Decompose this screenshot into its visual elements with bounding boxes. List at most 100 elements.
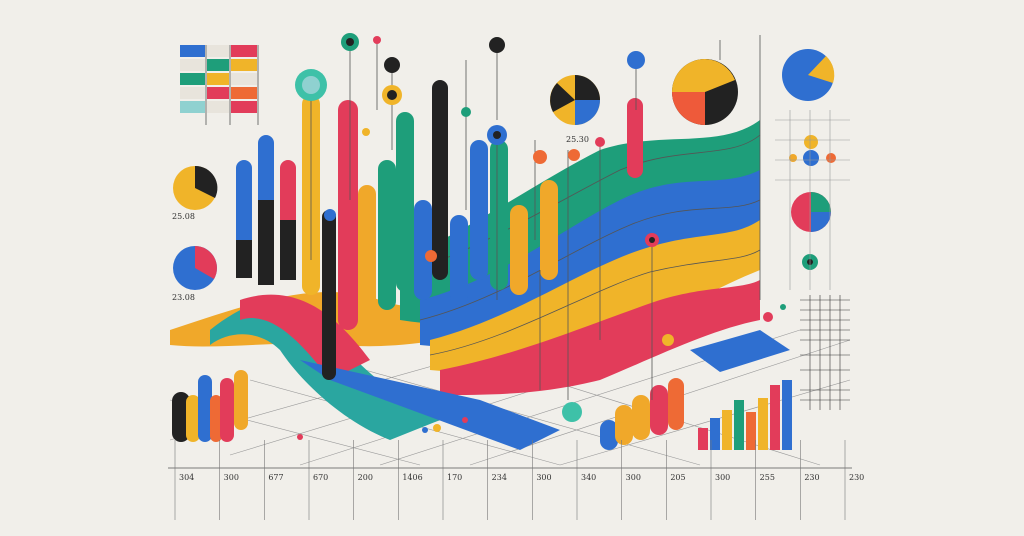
shape-rect [207, 59, 229, 71]
marker-circle [803, 150, 819, 166]
marker-circle [568, 149, 580, 161]
shape-path [240, 294, 370, 380]
shape-rect [627, 98, 643, 178]
shape-rect [358, 185, 376, 335]
shape-rect [414, 200, 432, 300]
shape-rect [782, 380, 792, 450]
axis-label: 340 [581, 473, 596, 482]
shape-rect [180, 73, 205, 85]
shape-rect [710, 418, 720, 450]
shape-path [430, 220, 760, 372]
axis-label: 170 [447, 473, 462, 482]
shape-path [550, 83, 575, 112]
shape-rect [758, 398, 768, 450]
shape-rect [180, 101, 205, 113]
marker-circle [826, 153, 836, 163]
shape-path [672, 59, 705, 92]
marker-circle [373, 36, 381, 44]
shape-rect [258, 200, 274, 285]
axis-label: 230 [849, 473, 864, 482]
shape-path [205, 45, 259, 125]
shape-rect [600, 420, 618, 450]
shape-path [575, 100, 600, 125]
group [698, 380, 792, 450]
marker-circle [533, 150, 547, 164]
shape-path [300, 360, 560, 450]
shape-rect [231, 45, 257, 57]
axis-label: 205 [670, 473, 685, 482]
shape-rect [180, 87, 205, 99]
axis-label: 234 [492, 473, 507, 482]
axis-label: 304 [179, 473, 194, 482]
marker-circle [326, 240, 334, 248]
marker-circle [462, 417, 468, 423]
group [180, 45, 259, 125]
shape-rect [722, 410, 732, 450]
axis-label: 300 [715, 473, 730, 482]
shape-path [195, 246, 217, 279]
shape-rect [186, 395, 200, 442]
shape-rect [207, 101, 229, 113]
shape-rect [280, 220, 296, 280]
shape-path [690, 330, 790, 372]
axis-label: 255 [760, 473, 775, 482]
axis-label: 230 [804, 473, 819, 482]
shape-rect [231, 59, 257, 71]
shape-path [811, 192, 831, 212]
shape-rect [490, 140, 508, 290]
shape-rect [540, 180, 558, 280]
shape-path [672, 92, 705, 125]
marker-circle [362, 128, 370, 136]
shape-rect [632, 395, 650, 440]
marker-circle [387, 90, 397, 100]
shape-rect [338, 100, 358, 330]
shape-rect [650, 385, 668, 435]
marker-circle [324, 209, 336, 221]
axis-label: 670 [313, 473, 328, 482]
marker-circle [297, 434, 303, 440]
marker-circle [804, 135, 818, 149]
shape-rect [510, 205, 528, 295]
marker-circle [425, 250, 437, 262]
shape-path [775, 110, 850, 290]
group [172, 370, 684, 450]
shape-rect [180, 59, 205, 71]
shape-rect [207, 45, 229, 57]
shape-rect [770, 385, 780, 450]
axis-label: 300 [224, 473, 239, 482]
marker-circle [461, 107, 471, 117]
shape-path [575, 75, 600, 100]
shape-rect [210, 395, 222, 442]
shape-rect [220, 378, 234, 442]
marker-circle [422, 427, 428, 433]
shape-rect [378, 160, 396, 310]
shape-path [811, 212, 831, 232]
marker-circle [433, 424, 441, 432]
shape-rect [615, 405, 633, 445]
shape-rect [734, 400, 744, 450]
marker-circle [562, 402, 582, 422]
shape-rect [207, 73, 229, 85]
shape-path [195, 165, 218, 198]
group [775, 110, 850, 410]
marker-circle [627, 51, 645, 69]
shape-rect [668, 378, 684, 430]
shape-rect [236, 240, 252, 278]
shape-rect [207, 87, 229, 99]
marker-circle [595, 137, 605, 147]
shape-rect [396, 112, 414, 292]
marker-circle [384, 57, 400, 73]
axis-label: 200 [358, 473, 373, 482]
group [295, 33, 836, 440]
shape-rect [231, 101, 257, 113]
shape-rect [322, 210, 336, 380]
shape-path [705, 59, 735, 92]
shape-rect [172, 392, 190, 442]
shape-path [420, 170, 760, 348]
marker-circle [346, 38, 354, 46]
axis-label: 300 [626, 473, 641, 482]
pie-label: 23.08 [172, 293, 195, 302]
